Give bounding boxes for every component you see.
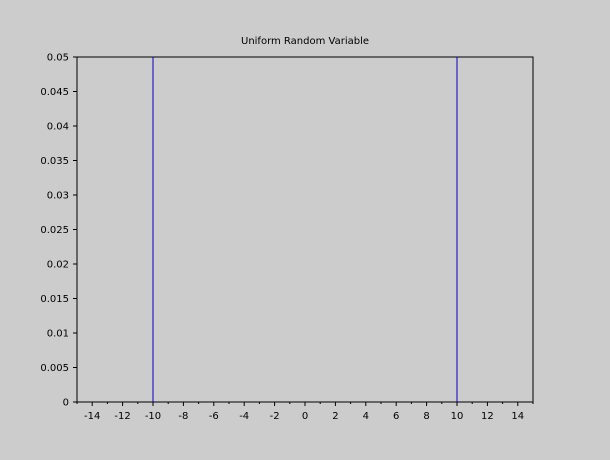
x-tick-label: 6 xyxy=(393,411,399,422)
x-tick-label: -14 xyxy=(84,411,100,422)
x-tick-label: -12 xyxy=(114,411,130,422)
x-tick-label: 14 xyxy=(511,411,524,422)
y-tick-label: 0.015 xyxy=(40,294,69,305)
y-tick-label: 0.035 xyxy=(40,156,69,167)
x-tick-label: -2 xyxy=(270,411,280,422)
x-tick-label: 2 xyxy=(332,411,338,422)
y-tick-label: 0 xyxy=(63,398,69,409)
y-tick-label: 0.005 xyxy=(40,363,69,374)
y-tick-label: 0.01 xyxy=(47,329,69,340)
x-tick-label: 0 xyxy=(302,411,308,422)
x-tick-label: 4 xyxy=(363,411,369,422)
y-tick-label: 0.025 xyxy=(40,225,69,236)
y-tick-label: 0.04 xyxy=(47,122,69,133)
x-tick-label: -6 xyxy=(209,411,219,422)
y-tick-label: 0.03 xyxy=(47,191,69,202)
y-axis: 0 0.005 0.01 0.015 0.02 0.025 0.03 0.035 0.04 0.0… xyxy=(40,53,77,409)
x-tick-label: -8 xyxy=(178,411,188,422)
x-tick-label: -10 xyxy=(145,411,161,422)
y-tick-label: 0.045 xyxy=(40,87,69,98)
chart-title: Uniform Random Variable xyxy=(241,36,369,47)
y-tick-label: 0.02 xyxy=(47,260,69,271)
x-axis: -14 -12 -10 -8 -6 -4 -2 0 2 4 6 8 10 12 14 xyxy=(76,402,534,422)
x-tick-label: 8 xyxy=(423,411,429,422)
x-tick-label: 10 xyxy=(451,411,464,422)
series-layer xyxy=(152,57,458,402)
x-tick-label: -4 xyxy=(239,411,249,422)
y-tick-label: 0.05 xyxy=(47,53,69,64)
x-tick-label: 12 xyxy=(481,411,494,422)
plot-area-frame xyxy=(76,56,534,403)
